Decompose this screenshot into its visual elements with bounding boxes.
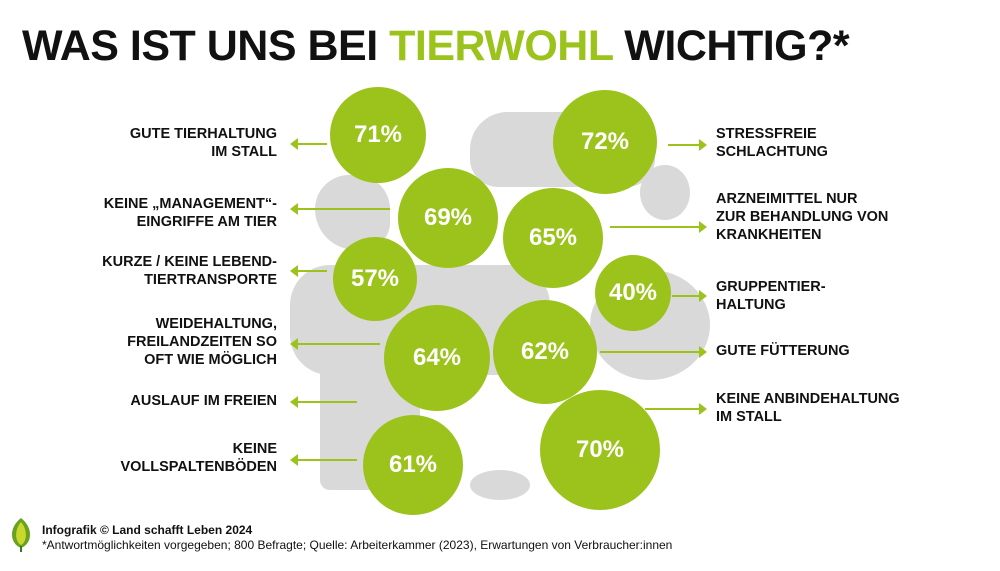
bubble-label: GRUPPENTIER- HALTUNG <box>716 279 826 313</box>
arrow-icon <box>290 396 357 408</box>
arrow-icon <box>290 454 357 466</box>
bubble-label: GUTE TIERHALTUNG IM STALL <box>129 126 277 160</box>
bubble-70: 70% <box>540 390 660 510</box>
title-part1: WAS IST UNS BEI <box>22 22 390 70</box>
arrow-icon <box>610 221 707 233</box>
goose-silhouette <box>470 470 530 500</box>
bubble-72: 72% <box>553 90 657 194</box>
arrow-icon <box>290 265 327 277</box>
bubble-label: KURZE / KEINE LEBEND- TIERTRANSPORTE <box>102 254 277 288</box>
arrow-icon <box>645 403 707 415</box>
title-part2: WICHTIG?* <box>612 22 850 70</box>
footer-note: *Antwortmöglichkeiten vorgegeben; 800 Be… <box>42 538 673 552</box>
bubble-65: 65% <box>503 188 603 288</box>
leaf-logo-icon <box>11 518 31 552</box>
bubble-label: KEINE ANBINDEHALTUNG IM STALL <box>716 391 900 425</box>
bubble-label: ARZNEIMITTEL NUR ZUR BEHANDLUNG VON KRAN… <box>716 191 889 243</box>
bubble-62: 62% <box>493 300 597 404</box>
footer: Infografik © Land schafft Leben 2024 *An… <box>42 523 672 553</box>
arrow-icon <box>668 139 707 151</box>
arrow-icon <box>290 138 327 150</box>
arrow-icon <box>672 290 707 302</box>
bubble-label: GUTE FÜTTERUNG <box>716 343 850 359</box>
bubble-69: 69% <box>398 168 498 268</box>
bubble-71: 71% <box>330 87 426 183</box>
arrow-icon <box>290 338 380 350</box>
bubble-label: WEIDEHALTUNG, FREILANDZEITEN SO OFT WIE … <box>127 316 277 368</box>
bubble-label: STRESSFREIE SCHLACHTUNG <box>716 126 828 160</box>
footer-credit: Infografik © Land schafft Leben 2024 <box>42 523 253 537</box>
bubble-57: 57% <box>333 237 417 321</box>
arrow-icon <box>290 203 390 215</box>
hen-silhouette <box>640 165 690 220</box>
bubble-64: 64% <box>384 305 490 411</box>
bubble-61: 61% <box>363 415 463 515</box>
bubble-label: KEINE „MANAGEMENT“- EINGRIFFE AM TIER <box>103 196 277 230</box>
bubble-40: 40% <box>595 255 671 331</box>
bubble-label: AUSLAUF IM FREIEN <box>130 393 277 409</box>
bubble-label: KEINE VOLLSPALTENBÖDEN <box>120 441 277 475</box>
page-title: WAS IST UNS BEI TIERWOHL WICHTIG?* <box>22 22 850 71</box>
title-highlight: TIERWOHL <box>389 22 613 70</box>
arrow-icon <box>600 346 707 358</box>
